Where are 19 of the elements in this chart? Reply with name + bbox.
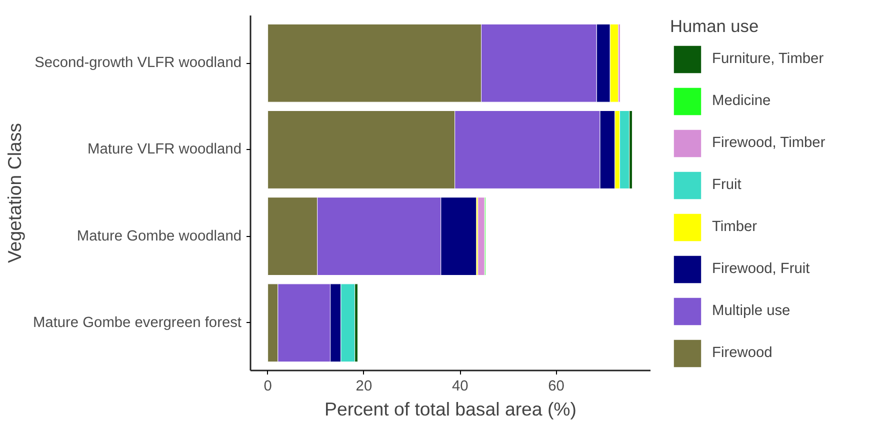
y-tick-label: Mature Gombe evergreen forest — [32, 314, 242, 331]
legend-label: Fruit — [712, 176, 742, 192]
x-axis-title: Percent of total basal area (%) — [324, 398, 577, 420]
y-tick-label: Mature Gombe woodland — [76, 228, 242, 244]
y-tick-label: Mature VLFR woodland — [88, 142, 242, 158]
legend-label: Firewood, Timber — [712, 134, 826, 150]
legend-label: Timber — [712, 218, 758, 234]
legend-title: Human use — [670, 16, 760, 36]
x-tick-label: 0 — [264, 378, 272, 394]
y-axis-title: Vegetation Class — [4, 122, 25, 264]
legend-label: Furniture, Timber — [712, 50, 824, 66]
y-tick-label: Second-growth VLFR woodland — [34, 55, 242, 72]
x-tick-label: 60 — [548, 378, 564, 394]
x-tick-label: 40 — [452, 378, 468, 394]
legend-label: Multiple use — [712, 302, 790, 318]
legend-label: Firewood — [712, 344, 772, 360]
legend-label: Medicine — [712, 92, 771, 108]
x-tick-label: 20 — [356, 378, 372, 394]
legend-label: Firewood, Fruit — [712, 260, 810, 276]
